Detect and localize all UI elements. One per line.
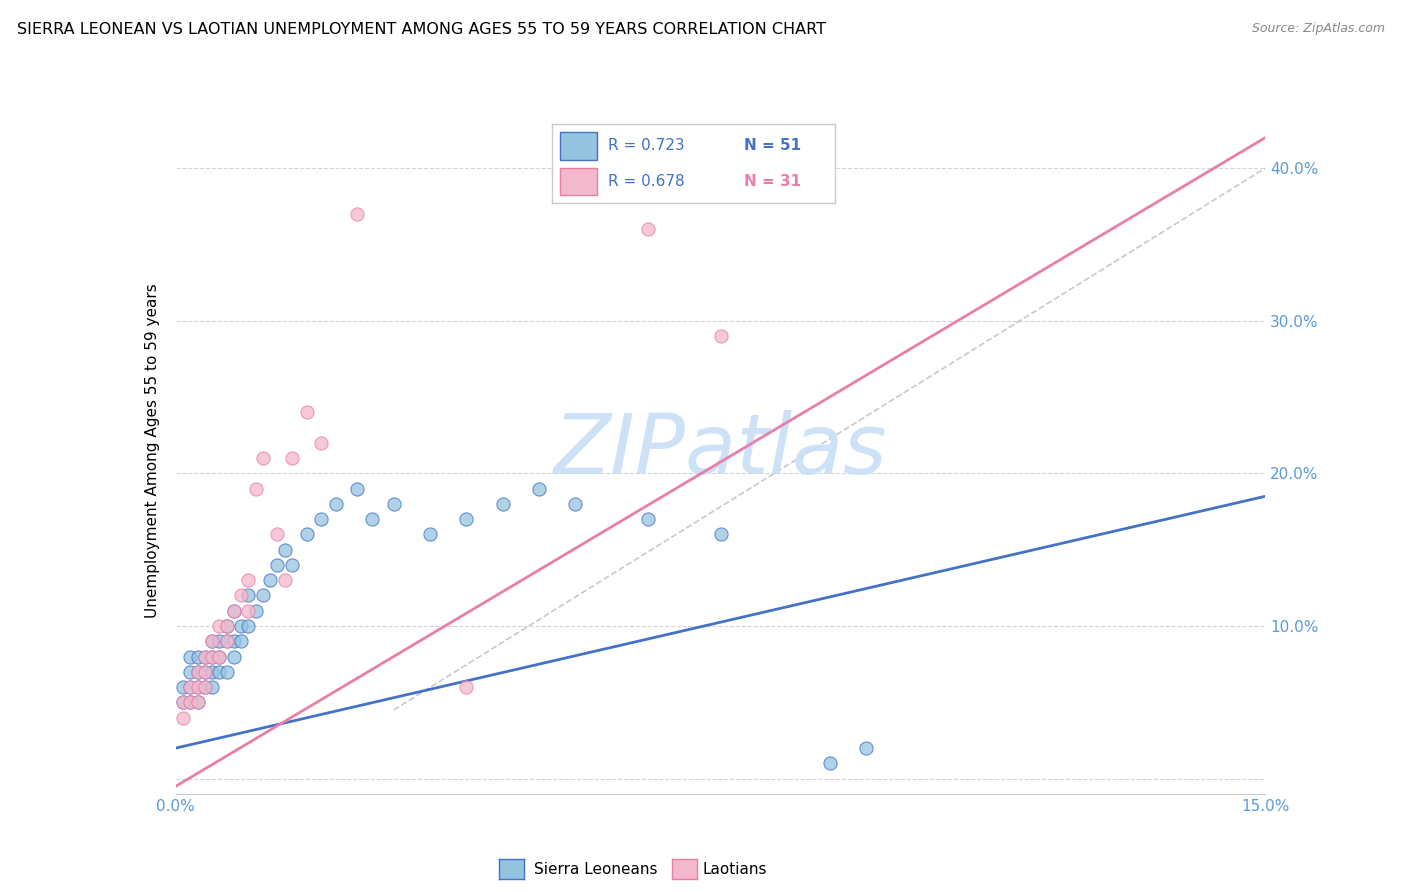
Point [360, 512, 382, 526]
Text: Laotians: Laotians [703, 863, 768, 877]
Point [245, 604, 267, 618]
Y-axis label: Unemployment Among Ages 55 to 59 years: Unemployment Among Ages 55 to 59 years [145, 283, 160, 618]
Point [194, 649, 217, 664]
Point [382, 497, 405, 511]
Point [346, 207, 368, 221]
Point [238, 573, 260, 587]
Point [186, 665, 209, 679]
Point [295, 405, 318, 419]
Point [201, 634, 224, 648]
Point [186, 649, 209, 664]
Point [201, 634, 224, 648]
Point [215, 634, 238, 648]
Point [186, 695, 209, 709]
Point [456, 680, 478, 694]
Point [259, 573, 281, 587]
Point [194, 680, 217, 694]
Point [179, 695, 201, 709]
Point [172, 710, 194, 724]
Point [208, 634, 231, 648]
Point [172, 680, 194, 694]
Point [456, 512, 478, 526]
Point [252, 589, 274, 603]
Point [419, 527, 441, 541]
Point [208, 649, 231, 664]
Point [231, 619, 253, 633]
Point [309, 435, 332, 450]
Point [179, 695, 201, 709]
Point [194, 665, 217, 679]
Point [186, 680, 209, 694]
Point [710, 527, 733, 541]
Text: R = 0.723: R = 0.723 [609, 138, 685, 153]
Point [201, 649, 224, 664]
Point [186, 695, 209, 709]
Point [238, 619, 260, 633]
Point [295, 527, 318, 541]
Point [172, 695, 194, 709]
Point [208, 665, 231, 679]
Point [186, 680, 209, 694]
Point [855, 741, 877, 756]
Point [201, 665, 224, 679]
Point [637, 512, 659, 526]
Point [346, 482, 368, 496]
Point [637, 222, 659, 236]
Point [564, 497, 586, 511]
Point [238, 589, 260, 603]
Text: SIERRA LEONEAN VS LAOTIAN UNEMPLOYMENT AMONG AGES 55 TO 59 YEARS CORRELATION CHA: SIERRA LEONEAN VS LAOTIAN UNEMPLOYMENT A… [17, 22, 825, 37]
Text: R = 0.678: R = 0.678 [609, 174, 685, 188]
Point [215, 619, 238, 633]
Point [222, 604, 245, 618]
Point [492, 497, 515, 511]
Point [245, 482, 267, 496]
Point [179, 649, 201, 664]
Point [194, 665, 217, 679]
Point [222, 649, 245, 664]
Point [222, 634, 245, 648]
Point [238, 604, 260, 618]
Point [231, 634, 253, 648]
Text: Sierra Leoneans: Sierra Leoneans [534, 863, 658, 877]
Point [179, 665, 201, 679]
Point [710, 329, 733, 343]
Text: N = 51: N = 51 [744, 138, 801, 153]
Point [222, 604, 245, 618]
Point [309, 512, 332, 526]
Point [266, 558, 288, 572]
Point [201, 649, 224, 664]
Point [252, 451, 274, 466]
Point [215, 634, 238, 648]
Point [179, 680, 201, 694]
Point [325, 497, 347, 511]
Point [266, 527, 288, 541]
Text: Source: ZipAtlas.com: Source: ZipAtlas.com [1251, 22, 1385, 36]
Point [172, 695, 194, 709]
FancyBboxPatch shape [560, 168, 598, 195]
Point [281, 558, 304, 572]
Point [274, 542, 297, 557]
Point [215, 665, 238, 679]
Point [281, 451, 304, 466]
Point [527, 482, 550, 496]
Point [208, 619, 231, 633]
Text: N = 31: N = 31 [744, 174, 801, 188]
Point [201, 680, 224, 694]
Point [194, 649, 217, 664]
FancyBboxPatch shape [560, 132, 598, 160]
Point [179, 680, 201, 694]
Point [208, 649, 231, 664]
Point [231, 589, 253, 603]
Point [215, 619, 238, 633]
Point [186, 665, 209, 679]
Point [274, 573, 297, 587]
Point [194, 680, 217, 694]
Text: ZIPatlas: ZIPatlas [554, 410, 887, 491]
Point [818, 756, 841, 771]
